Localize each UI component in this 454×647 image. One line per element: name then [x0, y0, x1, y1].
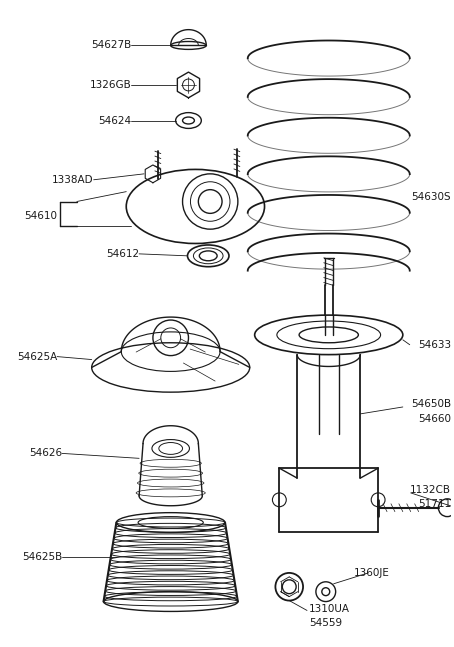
- Text: 1132CB: 1132CB: [410, 485, 451, 495]
- Text: 54610: 54610: [24, 212, 57, 221]
- Text: 1338AD: 1338AD: [52, 175, 94, 185]
- Text: 1326GB: 1326GB: [89, 80, 131, 90]
- Text: 54612: 54612: [106, 249, 139, 259]
- Text: 54650B: 54650B: [411, 399, 451, 409]
- Text: 54660: 54660: [418, 414, 451, 424]
- Text: 54633: 54633: [418, 340, 451, 350]
- Text: 54625B: 54625B: [22, 552, 62, 562]
- Text: 1360JE: 1360JE: [354, 568, 390, 578]
- Text: 54559: 54559: [309, 619, 342, 628]
- Text: 54625A: 54625A: [17, 351, 57, 362]
- Text: 54630S: 54630S: [412, 192, 451, 202]
- Text: 1310UA: 1310UA: [309, 604, 350, 615]
- Text: 51711: 51711: [418, 499, 451, 509]
- Text: 54624: 54624: [98, 116, 131, 126]
- Text: 54627B: 54627B: [91, 41, 131, 50]
- Text: 54626: 54626: [29, 448, 62, 458]
